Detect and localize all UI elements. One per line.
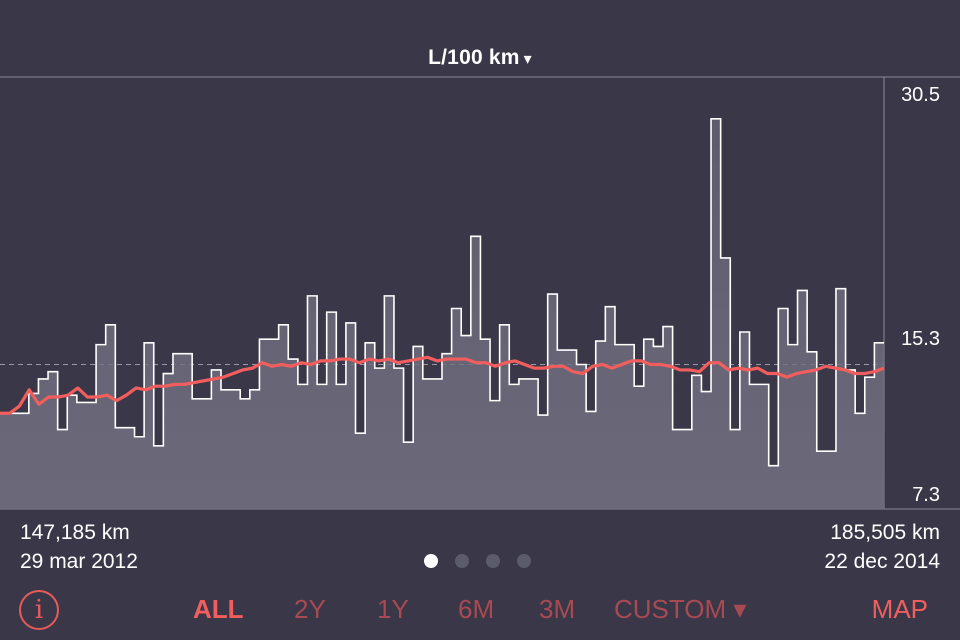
page-indicator[interactable] (424, 554, 531, 568)
range-6m-button[interactable]: 6M (458, 594, 495, 624)
y-mid-label: 15.3 (901, 328, 940, 350)
chart-svg (0, 76, 960, 510)
end-date: 22 dec 2014 (824, 550, 940, 573)
start-date: 29 mar 2012 (20, 550, 138, 573)
info-button[interactable]: i (19, 590, 59, 630)
y-min-label: 7.3 (912, 484, 940, 506)
consumption-step-line (0, 118, 884, 467)
page-dot[interactable] (486, 554, 500, 568)
y-max-label: 30.5 (901, 84, 940, 106)
unit-label: L/100 km (428, 46, 520, 69)
range-2y-button[interactable]: 2Y (294, 594, 326, 624)
consumption-chart[interactable] (0, 0, 960, 520)
start-odometer: 147,185 km (20, 521, 130, 544)
unit-selector[interactable]: L/100 km ▾ (0, 46, 960, 70)
range-start: 147,185 km 29 mar 2012 (20, 518, 138, 576)
range-all-button[interactable]: ALL (193, 594, 244, 624)
page-dot[interactable] (424, 554, 438, 568)
average-trend-line (0, 355, 885, 415)
map-button[interactable]: MAP (871, 594, 928, 624)
range-end: 185,505 km 22 dec 2014 (824, 518, 940, 576)
range-1y-button[interactable]: 1Y (377, 594, 409, 624)
range-3m-button[interactable]: 3M (539, 594, 576, 624)
end-odometer: 185,505 km (830, 521, 940, 544)
consumption-area (0, 118, 884, 509)
info-icon: i (34, 595, 44, 625)
range-custom-button[interactable]: CUSTOM ▾ (614, 594, 747, 624)
page-dot[interactable] (455, 554, 469, 568)
page-dot[interactable] (517, 554, 531, 568)
dropdown-caret-icon: ▾ (523, 51, 532, 68)
